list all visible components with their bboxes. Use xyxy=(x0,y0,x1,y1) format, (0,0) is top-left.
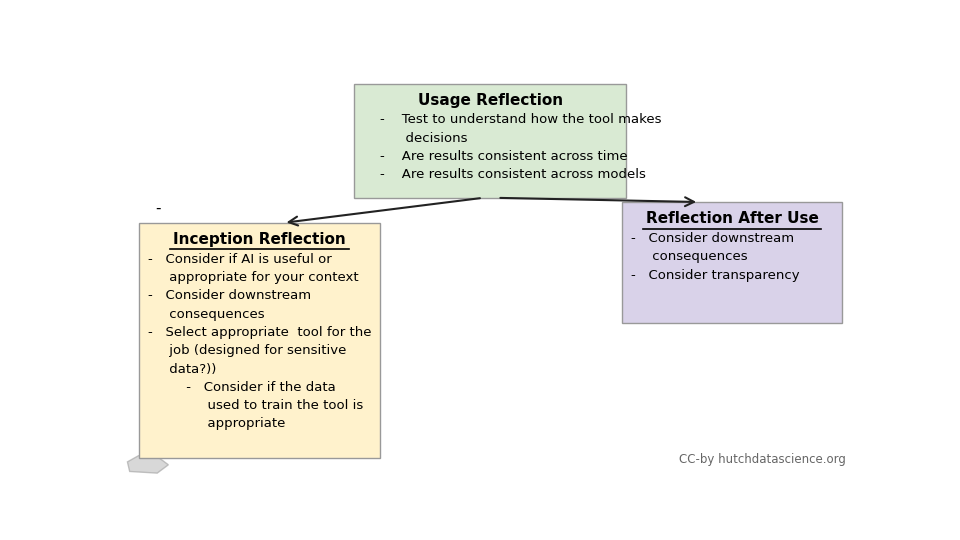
Text: decisions: decisions xyxy=(363,132,468,145)
Text: Usage Reflection: Usage Reflection xyxy=(418,93,563,107)
Text: Inception Reflection: Inception Reflection xyxy=(173,232,346,247)
Text: -   Consider if the data: - Consider if the data xyxy=(148,381,335,394)
Text: -   Consider downstream: - Consider downstream xyxy=(148,289,311,302)
Text: job (designed for sensitive: job (designed for sensitive xyxy=(148,344,346,357)
Text: -    Test to understand how the tool makes: - Test to understand how the tool makes xyxy=(363,113,661,126)
FancyBboxPatch shape xyxy=(354,84,626,198)
Text: -   Consider if AI is useful or: - Consider if AI is useful or xyxy=(148,253,331,266)
Text: -   Select appropriate  tool for the: - Select appropriate tool for the xyxy=(148,326,371,339)
Polygon shape xyxy=(128,456,168,473)
Text: CC-by hutchdatascience.org: CC-by hutchdatascience.org xyxy=(679,453,846,466)
Text: data?)): data?)) xyxy=(148,362,216,375)
Text: consequences: consequences xyxy=(148,308,264,321)
FancyBboxPatch shape xyxy=(138,223,380,458)
Text: appropriate for your context: appropriate for your context xyxy=(148,271,358,284)
Text: consequences: consequences xyxy=(631,250,748,263)
Text: -   Consider downstream: - Consider downstream xyxy=(631,232,794,245)
FancyBboxPatch shape xyxy=(622,202,842,322)
Text: Reflection After Use: Reflection After Use xyxy=(645,211,818,226)
Text: -   Consider transparency: - Consider transparency xyxy=(631,268,800,281)
Text: -    Are results consistent across time: - Are results consistent across time xyxy=(363,150,628,163)
Text: -    Are results consistent across models: - Are results consistent across models xyxy=(363,168,646,181)
Text: used to train the tool is: used to train the tool is xyxy=(148,399,363,412)
Text: appropriate: appropriate xyxy=(148,417,285,430)
Text: -: - xyxy=(156,201,161,216)
